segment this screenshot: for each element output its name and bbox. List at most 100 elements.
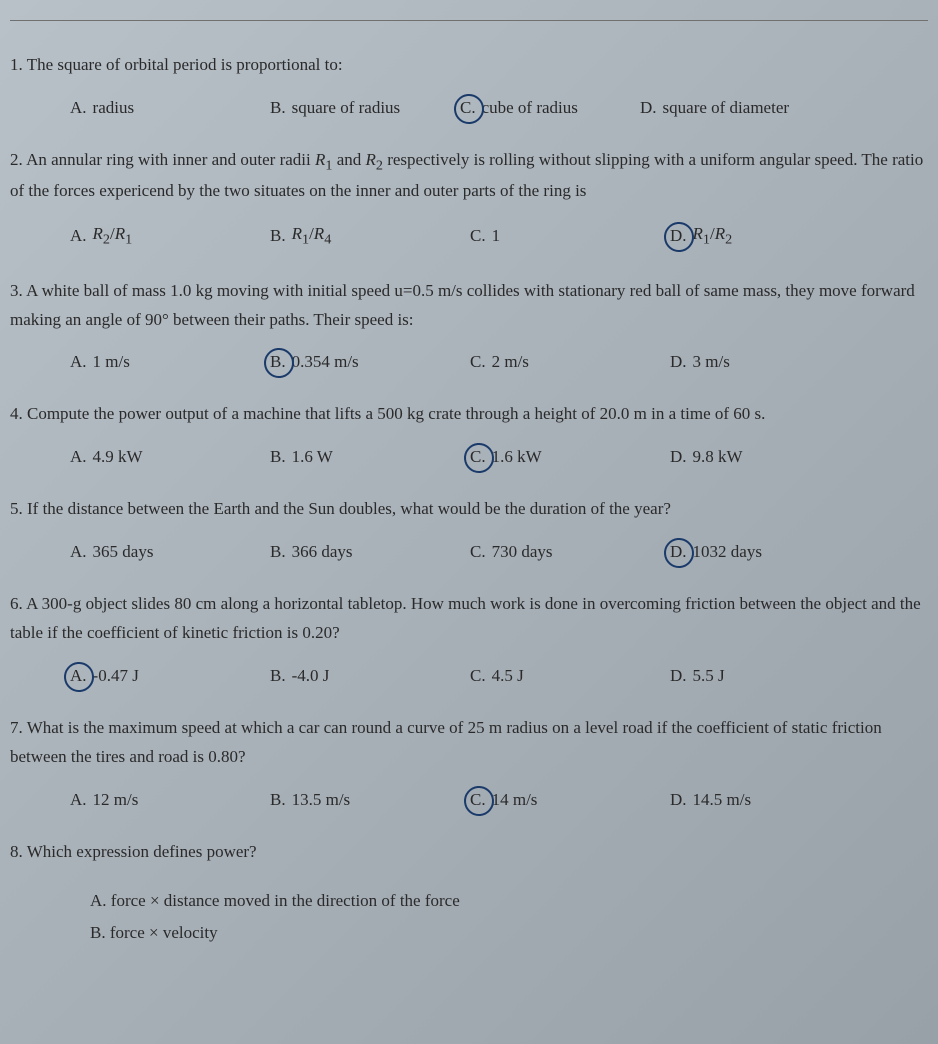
question-1: 1. The square of orbital period is propo… [0, 51, 928, 118]
option-letter: A. [70, 666, 87, 686]
option-letter: B. [270, 666, 286, 686]
option-letter: C. [470, 447, 486, 467]
question-text: If the distance between the Earth and th… [27, 499, 671, 518]
option-letter: D. [640, 98, 657, 118]
option-letter: B. [270, 447, 286, 467]
option-text: 1 m/s [93, 352, 130, 372]
option-D[interactable]: D.square of diameter [640, 98, 840, 118]
option-letter: A. [70, 447, 87, 467]
option-D[interactable]: D. 14.5 m/s [670, 790, 820, 810]
option-B[interactable]: B. -4.0 J [270, 666, 470, 686]
option-text: square of radius [292, 98, 401, 118]
option-text: -4.0 J [292, 666, 330, 686]
question-text: What is the maximum speed at which a car… [10, 718, 882, 766]
option-A[interactable]: A. 12 m/s [70, 790, 270, 810]
option-letter: B. [270, 98, 286, 118]
option-letter: B. [270, 226, 286, 246]
option-text: cube of radius [482, 98, 578, 118]
option-text: 730 days [492, 542, 553, 562]
top-divider [10, 20, 928, 21]
question-number: 6. [10, 594, 23, 613]
option-D[interactable]: D.R1/R2 [670, 224, 820, 248]
option-letter: D. [670, 542, 687, 562]
option-C[interactable]: C. cube of radius [460, 98, 640, 118]
sub-option-B[interactable]: B. force × velocity [90, 917, 928, 949]
option-D[interactable]: D.9.8 kW [670, 447, 820, 467]
option-A[interactable]: A. 1 m/s [70, 352, 270, 372]
option-A[interactable]: A.4.9 kW [70, 447, 270, 467]
option-text: 14 m/s [492, 790, 538, 810]
question-stem: 8. Which expression defines power? [10, 838, 928, 867]
options-row: A. radius B. square of radius C. cube of radi… [10, 98, 928, 118]
option-text: 12 m/s [93, 790, 139, 810]
options-row: A.-0.47 JB. -4.0 J C. 4.5 J D.5.5 J [10, 666, 928, 686]
option-letter: A. [70, 226, 87, 246]
option-text: R2/R1 [93, 224, 133, 248]
option-letter: D. [670, 352, 687, 372]
option-A[interactable]: A.-0.47 J [70, 666, 270, 686]
option-C[interactable]: C.1 [470, 224, 670, 248]
question-5: 5. If the distance between the Earth and… [0, 495, 928, 562]
option-D[interactable]: D. 3 m/s [670, 352, 820, 372]
option-text: 1.6 W [292, 447, 333, 467]
question-number: 4. [10, 404, 23, 423]
option-B[interactable]: B. 1.6 W [270, 447, 470, 467]
option-text: 1.6 kW [492, 447, 542, 467]
option-D[interactable]: D.5.5 J [670, 666, 820, 686]
question-stem: 7. What is the maximum speed at which a … [10, 714, 928, 772]
question-number: 2. [10, 150, 23, 169]
questions-container: 1. The square of orbital period is propo… [0, 51, 928, 949]
option-text: force × distance moved in the direction … [111, 891, 460, 910]
option-letter: B. [90, 923, 106, 942]
question-text: A white ball of mass 1.0 kg moving with … [10, 281, 915, 329]
option-A[interactable]: A. radius [70, 98, 270, 118]
option-text: 4.5 J [492, 666, 524, 686]
option-C[interactable]: C.2 m/s [470, 352, 670, 372]
options-row: A.4.9 kWB. 1.6 W C. 1.6 kW D.9.8 kW [10, 447, 928, 467]
option-letter: D. [670, 790, 687, 810]
option-letter: B. [270, 542, 286, 562]
option-D[interactable]: D.1032 days [670, 542, 820, 562]
question-number: 8. [10, 842, 23, 861]
question-8: 8. Which expression defines power? A. for… [0, 838, 928, 949]
option-text: R1/R2 [693, 224, 733, 248]
question-number: 3. [10, 281, 23, 300]
question-text: The square of orbital period is proporti… [27, 55, 343, 74]
options-row: A.365 daysB.366 daysC.730 daysD.1032 day… [10, 542, 928, 562]
option-A[interactable]: A. R2/R1 [70, 224, 270, 248]
question-7: 7. What is the maximum speed at which a … [0, 714, 928, 810]
question-number: 5. [10, 499, 23, 518]
option-letter: A. [70, 790, 87, 810]
option-text: 5.5 J [693, 666, 725, 686]
option-letter: B. [270, 352, 286, 372]
sub-option-A[interactable]: A. force × distance moved in the directi… [90, 885, 928, 917]
option-text: 3 m/s [693, 352, 730, 372]
option-letter: C. [470, 790, 486, 810]
option-B[interactable]: B.13.5 m/s [270, 790, 470, 810]
option-text: 13.5 m/s [292, 790, 351, 810]
option-C[interactable]: C. 4.5 J [470, 666, 670, 686]
question-number: 1. [10, 55, 23, 74]
option-B[interactable]: B. square of radius [270, 98, 460, 118]
question-stem: 5. If the distance between the Earth and… [10, 495, 928, 524]
question-text: Compute the power output of a machine th… [27, 404, 765, 423]
option-B[interactable]: B.0.354 m/s [270, 352, 470, 372]
option-A[interactable]: A.365 days [70, 542, 270, 562]
question-stem: 4. Compute the power output of a machine… [10, 400, 928, 429]
option-text: radius [93, 98, 135, 118]
option-C[interactable]: C. 14 m/s [470, 790, 670, 810]
question-number: 7. [10, 718, 23, 737]
option-letter: C. [470, 226, 486, 246]
option-letter: A. [70, 98, 87, 118]
option-letter: C. [470, 666, 486, 686]
option-C[interactable]: C.730 days [470, 542, 670, 562]
question-3: 3. A white ball of mass 1.0 kg moving wi… [0, 277, 928, 373]
option-B[interactable]: B.R1/R4 [270, 224, 470, 248]
option-B[interactable]: B.366 days [270, 542, 470, 562]
question-stem: 3. A white ball of mass 1.0 kg moving wi… [10, 277, 928, 335]
option-letter: A. [70, 352, 87, 372]
option-C[interactable]: C. 1.6 kW [470, 447, 670, 467]
option-letter: A. [70, 542, 87, 562]
option-letter: C. [460, 98, 476, 118]
option-text: 14.5 m/s [693, 790, 752, 810]
